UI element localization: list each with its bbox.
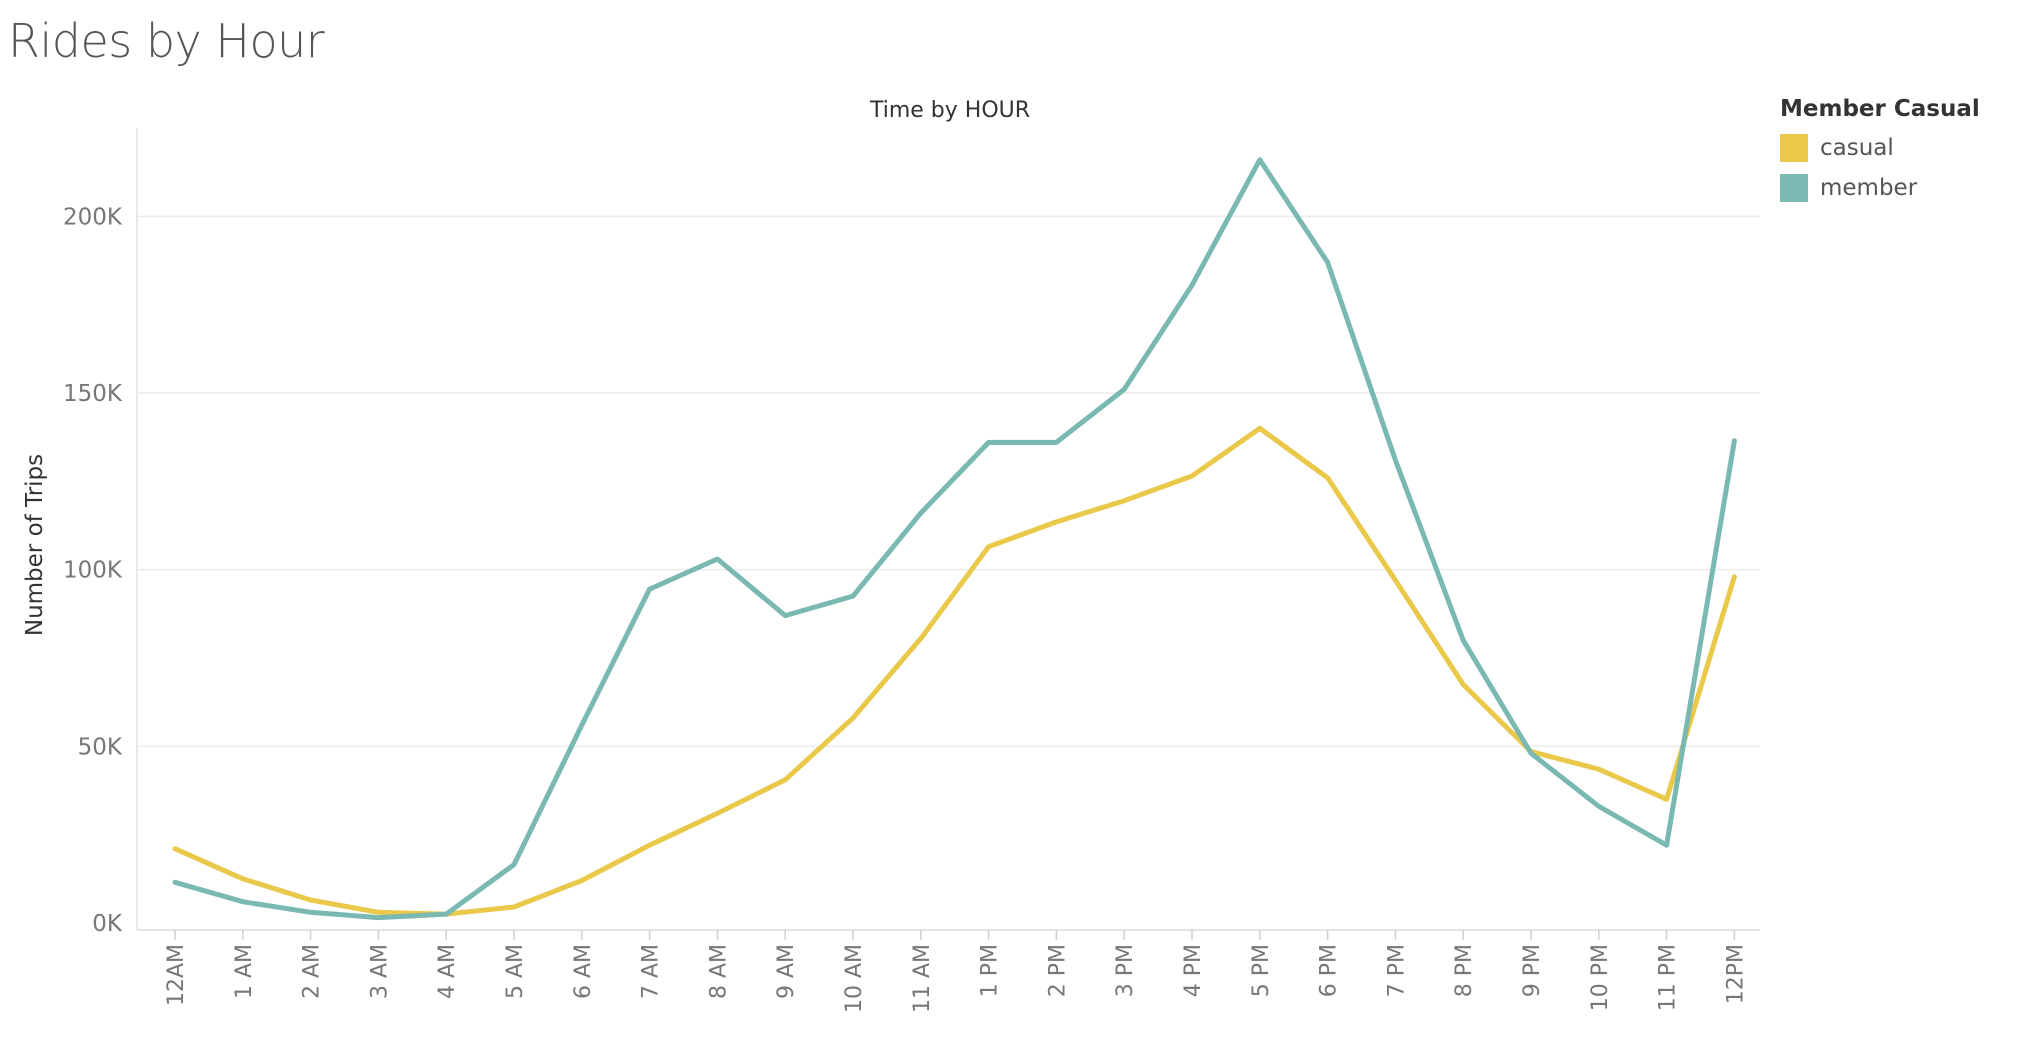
page-title: Rides by Hour xyxy=(8,14,325,68)
x-tick-label: 8 PM xyxy=(1452,944,1477,997)
gridlines xyxy=(137,215,1760,748)
x-tick-label: 2 AM xyxy=(300,944,325,999)
x-tick-label: 3 AM xyxy=(367,944,392,999)
x-tick-label: 7 AM xyxy=(639,944,664,999)
x-tick-label: 11 PM xyxy=(1656,944,1681,1011)
legend-item-member[interactable]: member xyxy=(1780,168,1980,208)
x-tick-label: 6 AM xyxy=(571,944,596,999)
legend-swatch-member xyxy=(1780,174,1808,202)
x-axis-ticks: 12AM 1 AM 2 AM 3 AM 4 AM 5 AM 6 AM 7 AM 8 AM 9 AM… xyxy=(164,930,1748,1013)
legend-item-casual[interactable]: casual xyxy=(1780,128,1980,168)
legend-swatch-casual xyxy=(1780,134,1808,162)
x-tick-label: 2 PM xyxy=(1045,944,1070,997)
y-tick-label: 150K xyxy=(63,381,123,407)
x-tick-label: 3 PM xyxy=(1113,944,1138,997)
series-lines xyxy=(172,157,1737,921)
y-axis-label: Number of Trips xyxy=(22,454,48,636)
x-tick-label: 4 PM xyxy=(1181,944,1206,997)
y-tick-label: 200K xyxy=(63,204,123,230)
series-line-casual[interactable] xyxy=(172,425,1737,917)
chart-title: Time by HOUR xyxy=(869,98,1030,123)
x-tick-label: 6 PM xyxy=(1317,944,1342,997)
x-tick-label: 5 PM xyxy=(1249,944,1274,997)
y-tick-label: 50K xyxy=(78,734,123,760)
x-tick-label: 9 AM xyxy=(774,944,799,999)
y-tick-label: 100K xyxy=(63,558,123,584)
x-tick-label: 4 AM xyxy=(435,944,460,999)
x-tick-label: 9 PM xyxy=(1520,944,1545,997)
y-tick-label: 0K xyxy=(92,911,123,937)
x-tick-label: 5 AM xyxy=(503,944,528,999)
x-tick-label: 12AM xyxy=(164,944,189,1006)
x-tick-label: 11 AM xyxy=(910,944,935,1013)
series-line-member[interactable] xyxy=(172,157,1737,921)
legend-label-member: member xyxy=(1820,175,1918,201)
legend-label-casual: casual xyxy=(1820,135,1894,161)
legend-title: Member Casual xyxy=(1780,96,1980,122)
y-axis-ticks: 0K 50K 100K 150K 200K xyxy=(63,204,123,937)
x-tick-label: 10 AM xyxy=(842,944,867,1013)
legend: Member Casual casual member xyxy=(1780,96,1980,208)
x-tick-label: 10 PM xyxy=(1588,944,1613,1011)
x-tick-label: 1 AM xyxy=(232,944,257,999)
x-tick-label: 8 AM xyxy=(706,944,731,999)
axes xyxy=(136,128,1760,931)
x-tick-label: 12PM xyxy=(1723,944,1748,1004)
x-tick-label: 7 PM xyxy=(1384,944,1409,997)
x-tick-label: 1 PM xyxy=(978,944,1003,997)
